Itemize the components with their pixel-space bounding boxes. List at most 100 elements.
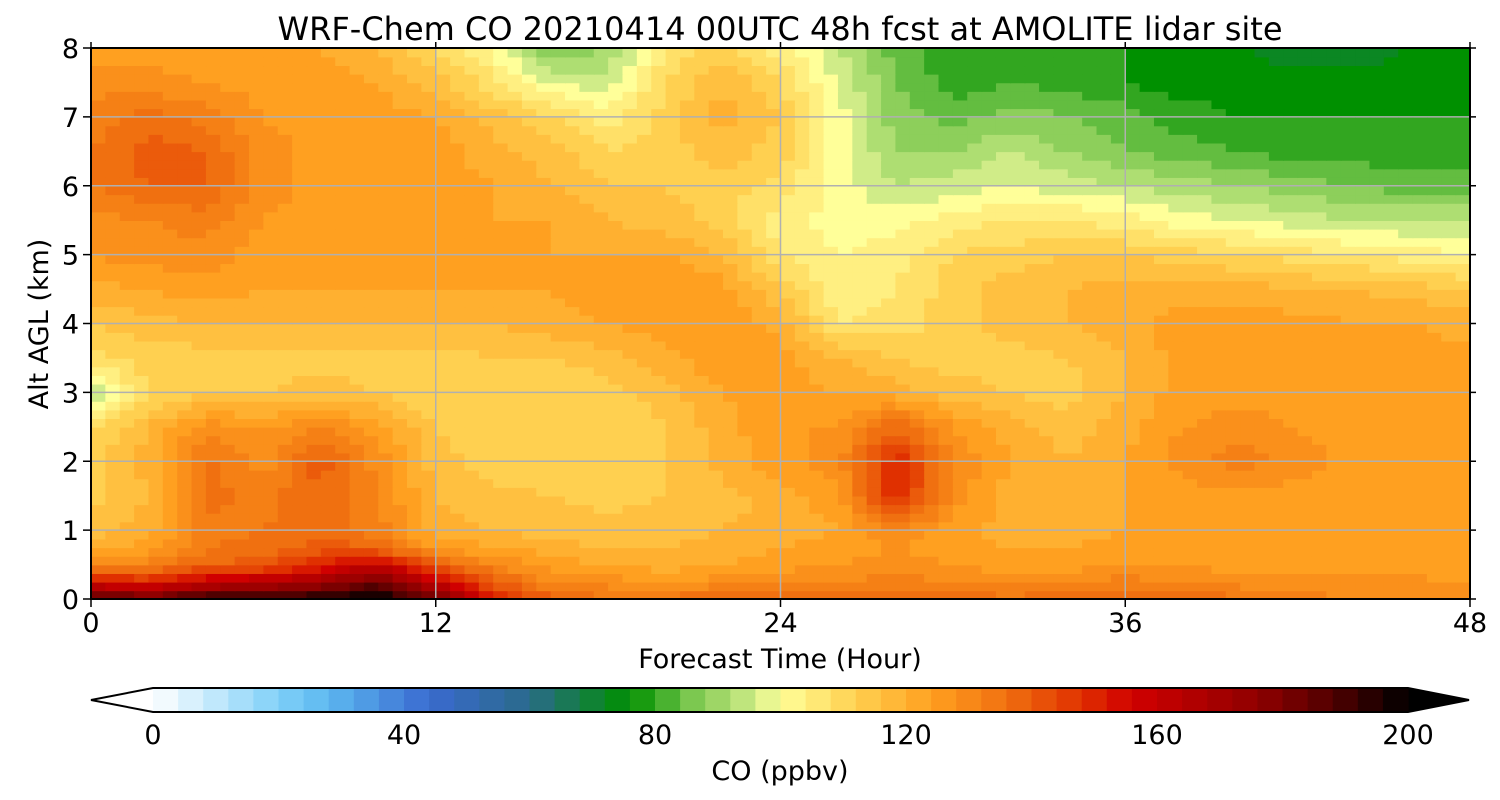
heatmap-cell — [1010, 168, 1026, 178]
heatmap-cell — [407, 469, 423, 480]
heatmap-cell — [320, 452, 336, 463]
heatmap-cell — [981, 289, 997, 299]
heatmap-cell — [1297, 228, 1313, 239]
heatmap-cell — [550, 504, 566, 514]
heatmap-cell — [507, 512, 523, 523]
heatmap-cell — [794, 461, 811, 471]
heatmap-cell — [1455, 538, 1470, 549]
heatmap-cell — [881, 383, 897, 394]
heatmap-cell — [306, 538, 322, 549]
heatmap-cell — [378, 237, 394, 247]
heatmap-cell — [909, 289, 925, 299]
heatmap-cell — [967, 487, 983, 497]
heatmap-cell — [234, 246, 250, 256]
heatmap-cell — [995, 151, 1012, 161]
heatmap-cell — [723, 444, 739, 454]
heatmap-cell — [952, 366, 969, 376]
heatmap-cell — [723, 185, 739, 196]
heatmap-cell — [1139, 177, 1155, 187]
heatmap-cell — [105, 487, 121, 497]
heatmap-cell — [952, 314, 969, 325]
heatmap-cell — [177, 409, 193, 419]
heatmap-cell — [177, 383, 193, 394]
heatmap-cell — [205, 332, 222, 342]
heatmap-cell — [924, 530, 940, 540]
heatmap-cell — [320, 564, 336, 574]
heatmap-cell — [679, 349, 696, 359]
heatmap-cell — [1211, 237, 1227, 247]
heatmap-cell — [737, 340, 753, 351]
heatmap-cell — [148, 521, 164, 531]
heatmap-cell — [363, 426, 380, 437]
heatmap-cell — [1039, 228, 1055, 239]
heatmap-cell — [91, 409, 107, 419]
heatmap-cell — [220, 478, 236, 488]
heatmap-cell — [881, 375, 897, 385]
heatmap-cell — [679, 444, 696, 454]
heatmap-cell — [464, 538, 480, 549]
heatmap-cell — [435, 254, 451, 265]
heatmap-cell — [679, 366, 696, 376]
heatmap-cell — [737, 547, 753, 557]
heatmap-cell — [1283, 168, 1299, 178]
heatmap-cell — [220, 237, 236, 247]
heatmap-cell — [1039, 254, 1055, 265]
heatmap-cell — [866, 349, 882, 359]
heatmap-cell — [823, 495, 839, 506]
heatmap-cell — [1311, 237, 1328, 247]
heatmap-cell — [938, 547, 954, 557]
heatmap-cell — [823, 478, 839, 488]
heatmap-cell — [392, 383, 408, 394]
heatmap-cell — [349, 400, 365, 411]
heatmap-cell — [450, 220, 466, 230]
heatmap-cell — [320, 573, 336, 583]
heatmap-cell — [1125, 547, 1141, 557]
heatmap-cell — [1311, 590, 1328, 599]
heatmap-cell — [723, 332, 739, 342]
heatmap-cell — [306, 168, 322, 178]
heatmap-cell — [952, 306, 969, 316]
heatmap-cell — [1340, 211, 1356, 221]
heatmap-cell — [708, 306, 724, 316]
heatmap-cell — [1225, 400, 1241, 411]
heatmap-cell — [478, 409, 494, 419]
heatmap-cell — [162, 581, 178, 592]
heatmap-cell — [981, 400, 997, 411]
heatmap-cell — [866, 590, 882, 599]
heatmap-cell — [119, 418, 135, 428]
heatmap-cell — [995, 512, 1012, 523]
heatmap-cell — [335, 168, 351, 178]
heatmap-cell — [378, 211, 394, 221]
heatmap-cell — [378, 581, 394, 592]
heatmap-cell — [952, 426, 969, 437]
heatmap-cell — [105, 159, 121, 170]
heatmap-cell — [622, 478, 638, 488]
heatmap-cell — [809, 418, 825, 428]
heatmap-cell — [162, 400, 178, 411]
heatmap-cell — [421, 426, 437, 437]
heatmap-cell — [349, 452, 365, 463]
heatmap-cell — [1125, 159, 1141, 170]
heatmap-cell — [1024, 564, 1040, 574]
heatmap-cell — [134, 289, 150, 299]
heatmap-cell — [1283, 478, 1299, 488]
heatmap-cell — [1311, 435, 1328, 445]
heatmap-cell — [938, 323, 954, 333]
heatmap-cell — [493, 151, 509, 161]
heatmap-cell — [1369, 168, 1385, 178]
heatmap-cell — [1125, 538, 1141, 549]
heatmap-cell — [91, 211, 107, 221]
heatmap-cell — [1297, 418, 1313, 428]
heatmap-cell — [1383, 521, 1399, 531]
heatmap-cell — [349, 246, 365, 256]
heatmap-cell — [263, 271, 279, 282]
heatmap-cell — [809, 383, 825, 394]
heatmap-cell — [866, 228, 882, 239]
heatmap-cell — [952, 254, 969, 265]
heatmap-cell — [837, 573, 854, 583]
heatmap-cell — [1197, 194, 1213, 204]
heatmap-cell — [1383, 590, 1399, 599]
heatmap-cell — [794, 573, 811, 583]
heatmap-cell — [392, 254, 408, 265]
heatmap-cell — [1053, 504, 1069, 514]
